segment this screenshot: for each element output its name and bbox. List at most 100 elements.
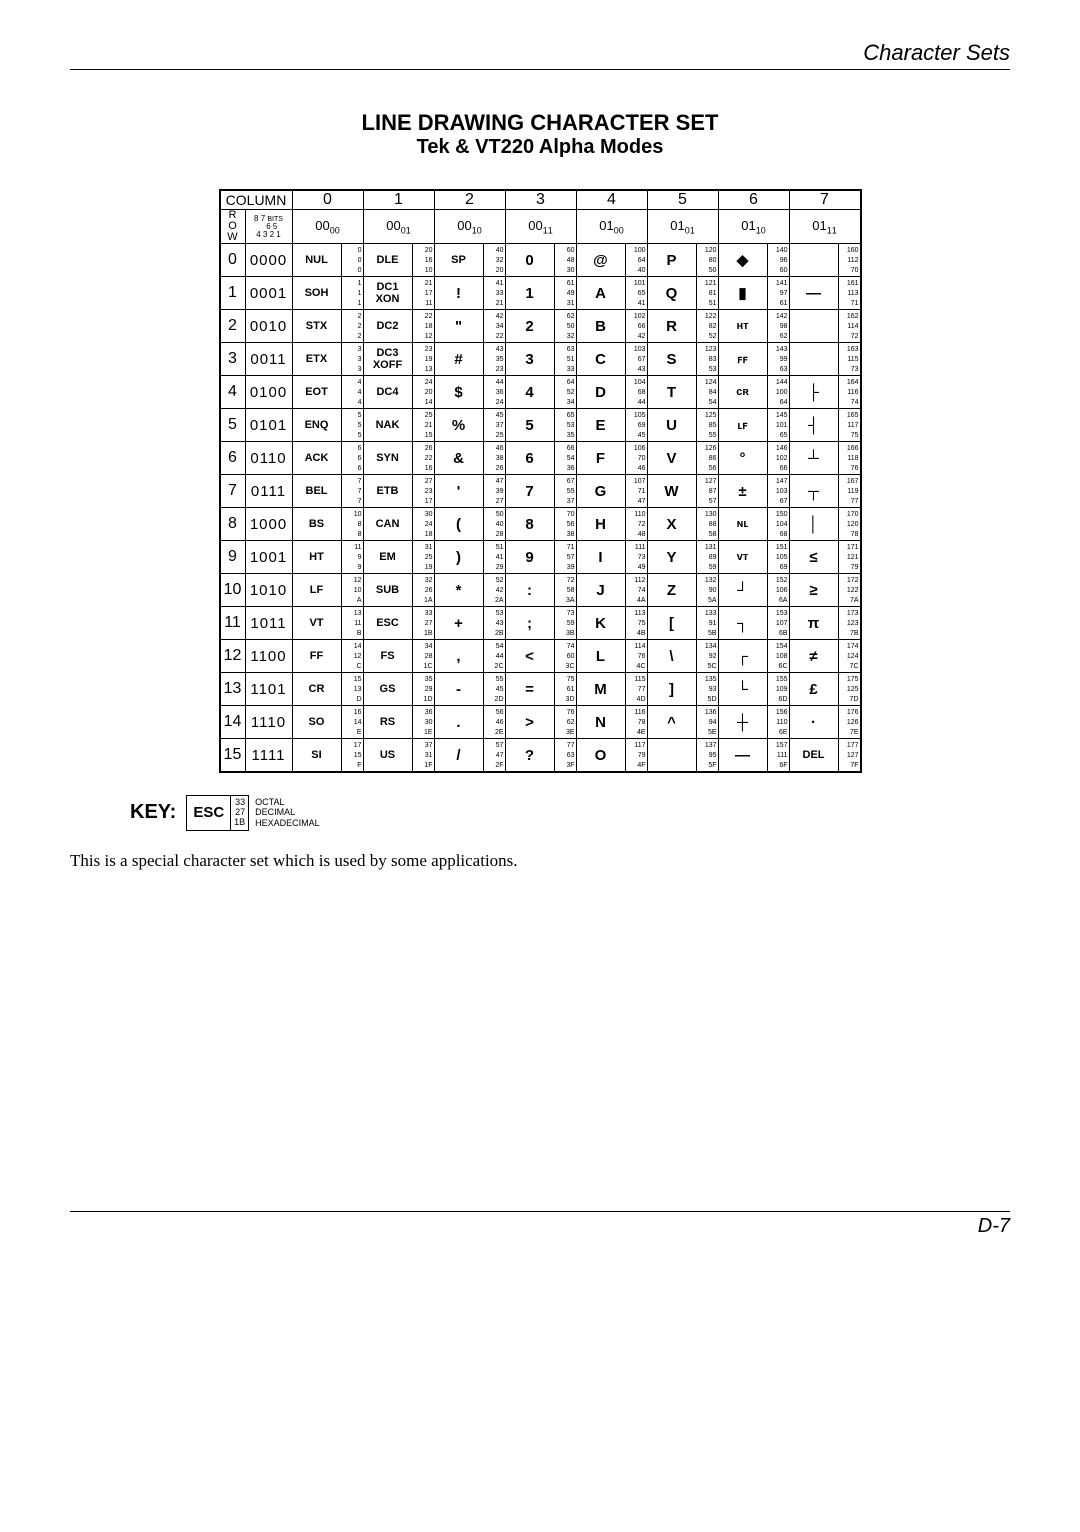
char-glyph	[790, 310, 839, 342]
char-cell: US37311F	[363, 739, 434, 773]
char-codes: 000	[342, 244, 363, 276]
char-codes: 1771277F	[839, 739, 860, 771]
char-codes: 1614E	[342, 706, 363, 738]
char-cell: SUB32261A	[363, 574, 434, 607]
char-glyph: 9	[506, 541, 555, 573]
char-glyph: U	[648, 409, 697, 441]
char-glyph: #	[435, 343, 484, 375]
char-glyph: 7	[506, 475, 555, 507]
char-cell: EOT444	[292, 376, 363, 409]
char-codes: 112744A	[626, 574, 647, 606]
char-cell: │17012078	[789, 508, 861, 541]
col-0: 0	[292, 190, 363, 210]
char-glyph: ꜰꜰ	[719, 343, 768, 375]
col-7: 7	[789, 190, 861, 210]
row-bits: 1101	[245, 673, 292, 706]
char-glyph: W	[648, 475, 697, 507]
char-codes: 463826	[484, 442, 505, 474]
char-glyph: ┘	[719, 574, 768, 606]
char-codes: 1761267E	[839, 706, 860, 738]
char-cell: STX222	[292, 310, 363, 343]
char-cell: \134925C	[647, 640, 718, 673]
char-codes: 113754B	[626, 607, 647, 639]
char-glyph: 6	[506, 442, 555, 474]
char-glyph: DLE	[364, 244, 413, 276]
char-cell: [133915B	[647, 607, 718, 640]
char-glyph: ┴	[790, 442, 839, 474]
char-cell: >76623E	[505, 706, 576, 739]
table-row: 60110ACK666SYN262216&4638266665436F10670…	[220, 442, 861, 475]
char-glyph: DC2	[364, 310, 413, 342]
col-5: 5	[647, 190, 718, 210]
char-codes: 444	[342, 376, 363, 408]
page-footer: D-7	[70, 1211, 1010, 1238]
char-codes: 76623E	[555, 706, 576, 738]
char-cell: ≤17112179	[789, 541, 861, 574]
char-cell: R1228252	[647, 310, 718, 343]
char-glyph: ±	[719, 475, 768, 507]
char-cell: VT1311B	[292, 607, 363, 640]
char-codes: 16511775	[839, 409, 860, 441]
char-codes: 74603C	[555, 640, 576, 672]
char-codes: 604830	[555, 244, 576, 276]
char-cell: CR1513D	[292, 673, 363, 706]
char-glyph	[648, 739, 697, 771]
row-number: 1	[220, 277, 246, 310]
char-codes: 514129	[484, 541, 505, 573]
char-glyph: R	[648, 310, 697, 342]
char-glyph: J	[577, 574, 626, 606]
char-codes: 625032	[555, 310, 576, 342]
char-codes: 1721227A	[839, 574, 860, 606]
char-cell: ʟꜰ14510165	[718, 409, 789, 442]
char-codes: 1551096D	[768, 673, 789, 705]
bits-header-row: ROW 8 7 BITS 6 54 3 2 1 0000 0001 0010 0…	[220, 210, 861, 244]
char-cell: O117794F	[576, 739, 647, 773]
char-glyph: D	[577, 376, 626, 408]
char-cell: G1077147	[576, 475, 647, 508]
char-glyph: O	[577, 739, 626, 771]
char-cell: ┬16711977	[789, 475, 861, 508]
row-bits: 1001	[245, 541, 292, 574]
row-number: 7	[220, 475, 246, 508]
char-codes: 1439963	[768, 343, 789, 375]
char-glyph: ┐	[719, 607, 768, 639]
char-glyph: T	[648, 376, 697, 408]
char-cell: W1278757	[647, 475, 718, 508]
column-header-row: COLUMN 0 1 2 3 4 5 6 7	[220, 190, 861, 210]
row-number: 15	[220, 739, 246, 773]
char-codes: 53432B	[484, 607, 505, 639]
char-cell: 4645234	[505, 376, 576, 409]
char-cell: I1117349	[576, 541, 647, 574]
char-glyph: DEL	[790, 739, 839, 771]
character-set-table: COLUMN 0 1 2 3 4 5 6 7 ROW 8 7 BITS 6 54…	[219, 189, 862, 773]
char-cell: Z132905A	[647, 574, 718, 607]
char-cell: ·1761267E	[789, 706, 861, 739]
char-codes: 136945E	[697, 706, 718, 738]
char-codes: 34281C	[413, 640, 434, 672]
char-cell: DC1XON211711	[363, 277, 434, 310]
char-cell: 16211472	[789, 310, 861, 343]
char-codes: 1199	[342, 541, 363, 573]
key-codes: 33 27 1B	[231, 796, 248, 830]
row-number: 4	[220, 376, 246, 409]
char-codes: 1258555	[697, 409, 718, 441]
char-glyph: ┼	[719, 706, 768, 738]
char-cell: 6665436	[505, 442, 576, 475]
char-glyph: N	[577, 706, 626, 738]
char-cell: *52422A	[434, 574, 505, 607]
char-cell: D1046844	[576, 376, 647, 409]
col-2: 2	[434, 190, 505, 210]
char-glyph: (	[435, 508, 484, 540]
char-cell: BS1088	[292, 508, 363, 541]
char-cell: ┼1561106E	[718, 706, 789, 739]
table-row: 141110SO1614ERS36301E.56462E>76623EN1167…	[220, 706, 861, 739]
char-codes: 132905A	[697, 574, 718, 606]
char-cell: NAK252115	[363, 409, 434, 442]
char-cell: E1056945	[576, 409, 647, 442]
char-cell: 3635133	[505, 343, 576, 376]
char-cell: SI1715F	[292, 739, 363, 773]
char-codes: 1117349	[626, 541, 647, 573]
char-cell: "423422	[434, 310, 505, 343]
char-codes: 635133	[555, 343, 576, 375]
char-glyph: BEL	[293, 475, 342, 507]
